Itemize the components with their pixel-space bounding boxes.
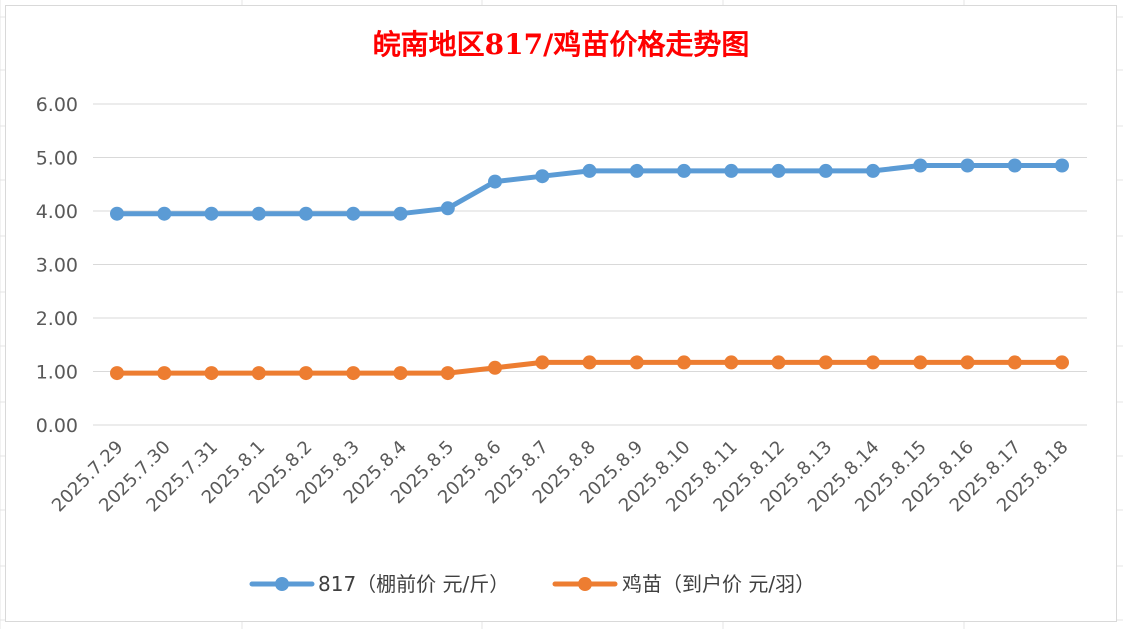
data-point-s1-6[interactable] bbox=[393, 366, 408, 381]
data-point-s0-17[interactable] bbox=[913, 158, 928, 173]
data-point-s1-5[interactable] bbox=[346, 366, 361, 381]
data-point-s1-17[interactable] bbox=[913, 355, 928, 370]
data-point-s1-7[interactable] bbox=[440, 366, 455, 381]
legend-marker-chick bbox=[578, 577, 592, 591]
data-point-s0-4[interactable] bbox=[299, 206, 313, 221]
data-point-s0-5[interactable] bbox=[346, 206, 361, 221]
data-point-s1-0[interactable] bbox=[110, 366, 124, 381]
data-point-s0-6[interactable] bbox=[393, 206, 408, 221]
data-point-s0-3[interactable] bbox=[251, 206, 266, 221]
data-point-s1-8[interactable] bbox=[488, 360, 502, 375]
legend: 817（棚前价 元/斤） 鸡苗（到户价 元/羽） bbox=[249, 572, 815, 596]
y-tick-label-0: 0.00 bbox=[36, 415, 78, 437]
data-point-s0-9[interactable] bbox=[535, 169, 550, 184]
legend-label-chick: 鸡苗（到户价 元/羽） bbox=[622, 572, 815, 596]
chart-title: 皖南地区817/鸡苗价格走势图 bbox=[373, 28, 750, 61]
gridlines bbox=[93, 103, 1087, 426]
y-tick-label-6: 6.00 bbox=[36, 94, 78, 116]
data-point-s0-12[interactable] bbox=[677, 163, 691, 178]
series-layer bbox=[110, 158, 1069, 381]
data-point-s0-1[interactable] bbox=[157, 206, 172, 221]
y-axis-ticks: 0.00 1.00 2.00 3.00 4.00 5.00 6.00 bbox=[36, 94, 78, 437]
data-point-s0-20[interactable] bbox=[1055, 158, 1069, 173]
data-point-s1-12[interactable] bbox=[677, 355, 691, 370]
data-point-s1-3[interactable] bbox=[251, 366, 266, 381]
data-point-s1-20[interactable] bbox=[1055, 355, 1069, 370]
data-point-s0-15[interactable] bbox=[818, 163, 833, 178]
data-point-s1-2[interactable] bbox=[204, 366, 219, 381]
y-tick-label-2: 2.00 bbox=[36, 308, 78, 330]
data-point-s0-0[interactable] bbox=[110, 206, 124, 221]
data-point-s1-19[interactable] bbox=[1007, 355, 1022, 370]
data-point-s1-13[interactable] bbox=[724, 355, 739, 370]
data-point-s0-14[interactable] bbox=[771, 163, 786, 178]
legend-item-chick[interactable]: 鸡苗（到户价 元/羽） bbox=[552, 572, 815, 596]
data-point-s1-1[interactable] bbox=[157, 366, 172, 381]
data-point-s1-16[interactable] bbox=[866, 355, 880, 370]
legend-marker-817 bbox=[275, 577, 289, 591]
legend-label-817: 817（棚前价 元/斤） bbox=[318, 572, 509, 596]
data-point-s1-10[interactable] bbox=[582, 355, 597, 370]
data-point-s0-8[interactable] bbox=[488, 174, 502, 189]
chart-area[interactable] bbox=[5, 5, 1117, 622]
data-point-s1-14[interactable] bbox=[771, 355, 786, 370]
data-point-s1-11[interactable] bbox=[629, 355, 644, 370]
data-point-s0-18[interactable] bbox=[960, 158, 975, 173]
data-point-s1-15[interactable] bbox=[818, 355, 833, 370]
data-point-s0-13[interactable] bbox=[724, 163, 739, 178]
data-point-s1-9[interactable] bbox=[535, 355, 550, 370]
data-point-s1-4[interactable] bbox=[299, 366, 313, 381]
data-point-s0-16[interactable] bbox=[866, 163, 880, 178]
data-point-s0-19[interactable] bbox=[1007, 158, 1022, 173]
data-point-s0-11[interactable] bbox=[629, 163, 644, 178]
data-point-s0-10[interactable] bbox=[582, 163, 597, 178]
y-tick-label-3: 3.00 bbox=[36, 255, 78, 277]
data-point-s1-18[interactable] bbox=[960, 355, 975, 370]
legend-item-817[interactable]: 817（棚前价 元/斤） bbox=[249, 572, 509, 596]
data-point-s0-2[interactable] bbox=[204, 206, 219, 221]
data-point-s0-7[interactable] bbox=[440, 201, 455, 216]
y-tick-label-5: 5.00 bbox=[36, 148, 78, 170]
x-axis-ticks: 2025.7.292025.7.302025.7.312025.8.12025.… bbox=[48, 437, 1073, 517]
y-tick-label-1: 1.00 bbox=[36, 362, 78, 384]
y-tick-label-4: 4.00 bbox=[36, 201, 78, 223]
